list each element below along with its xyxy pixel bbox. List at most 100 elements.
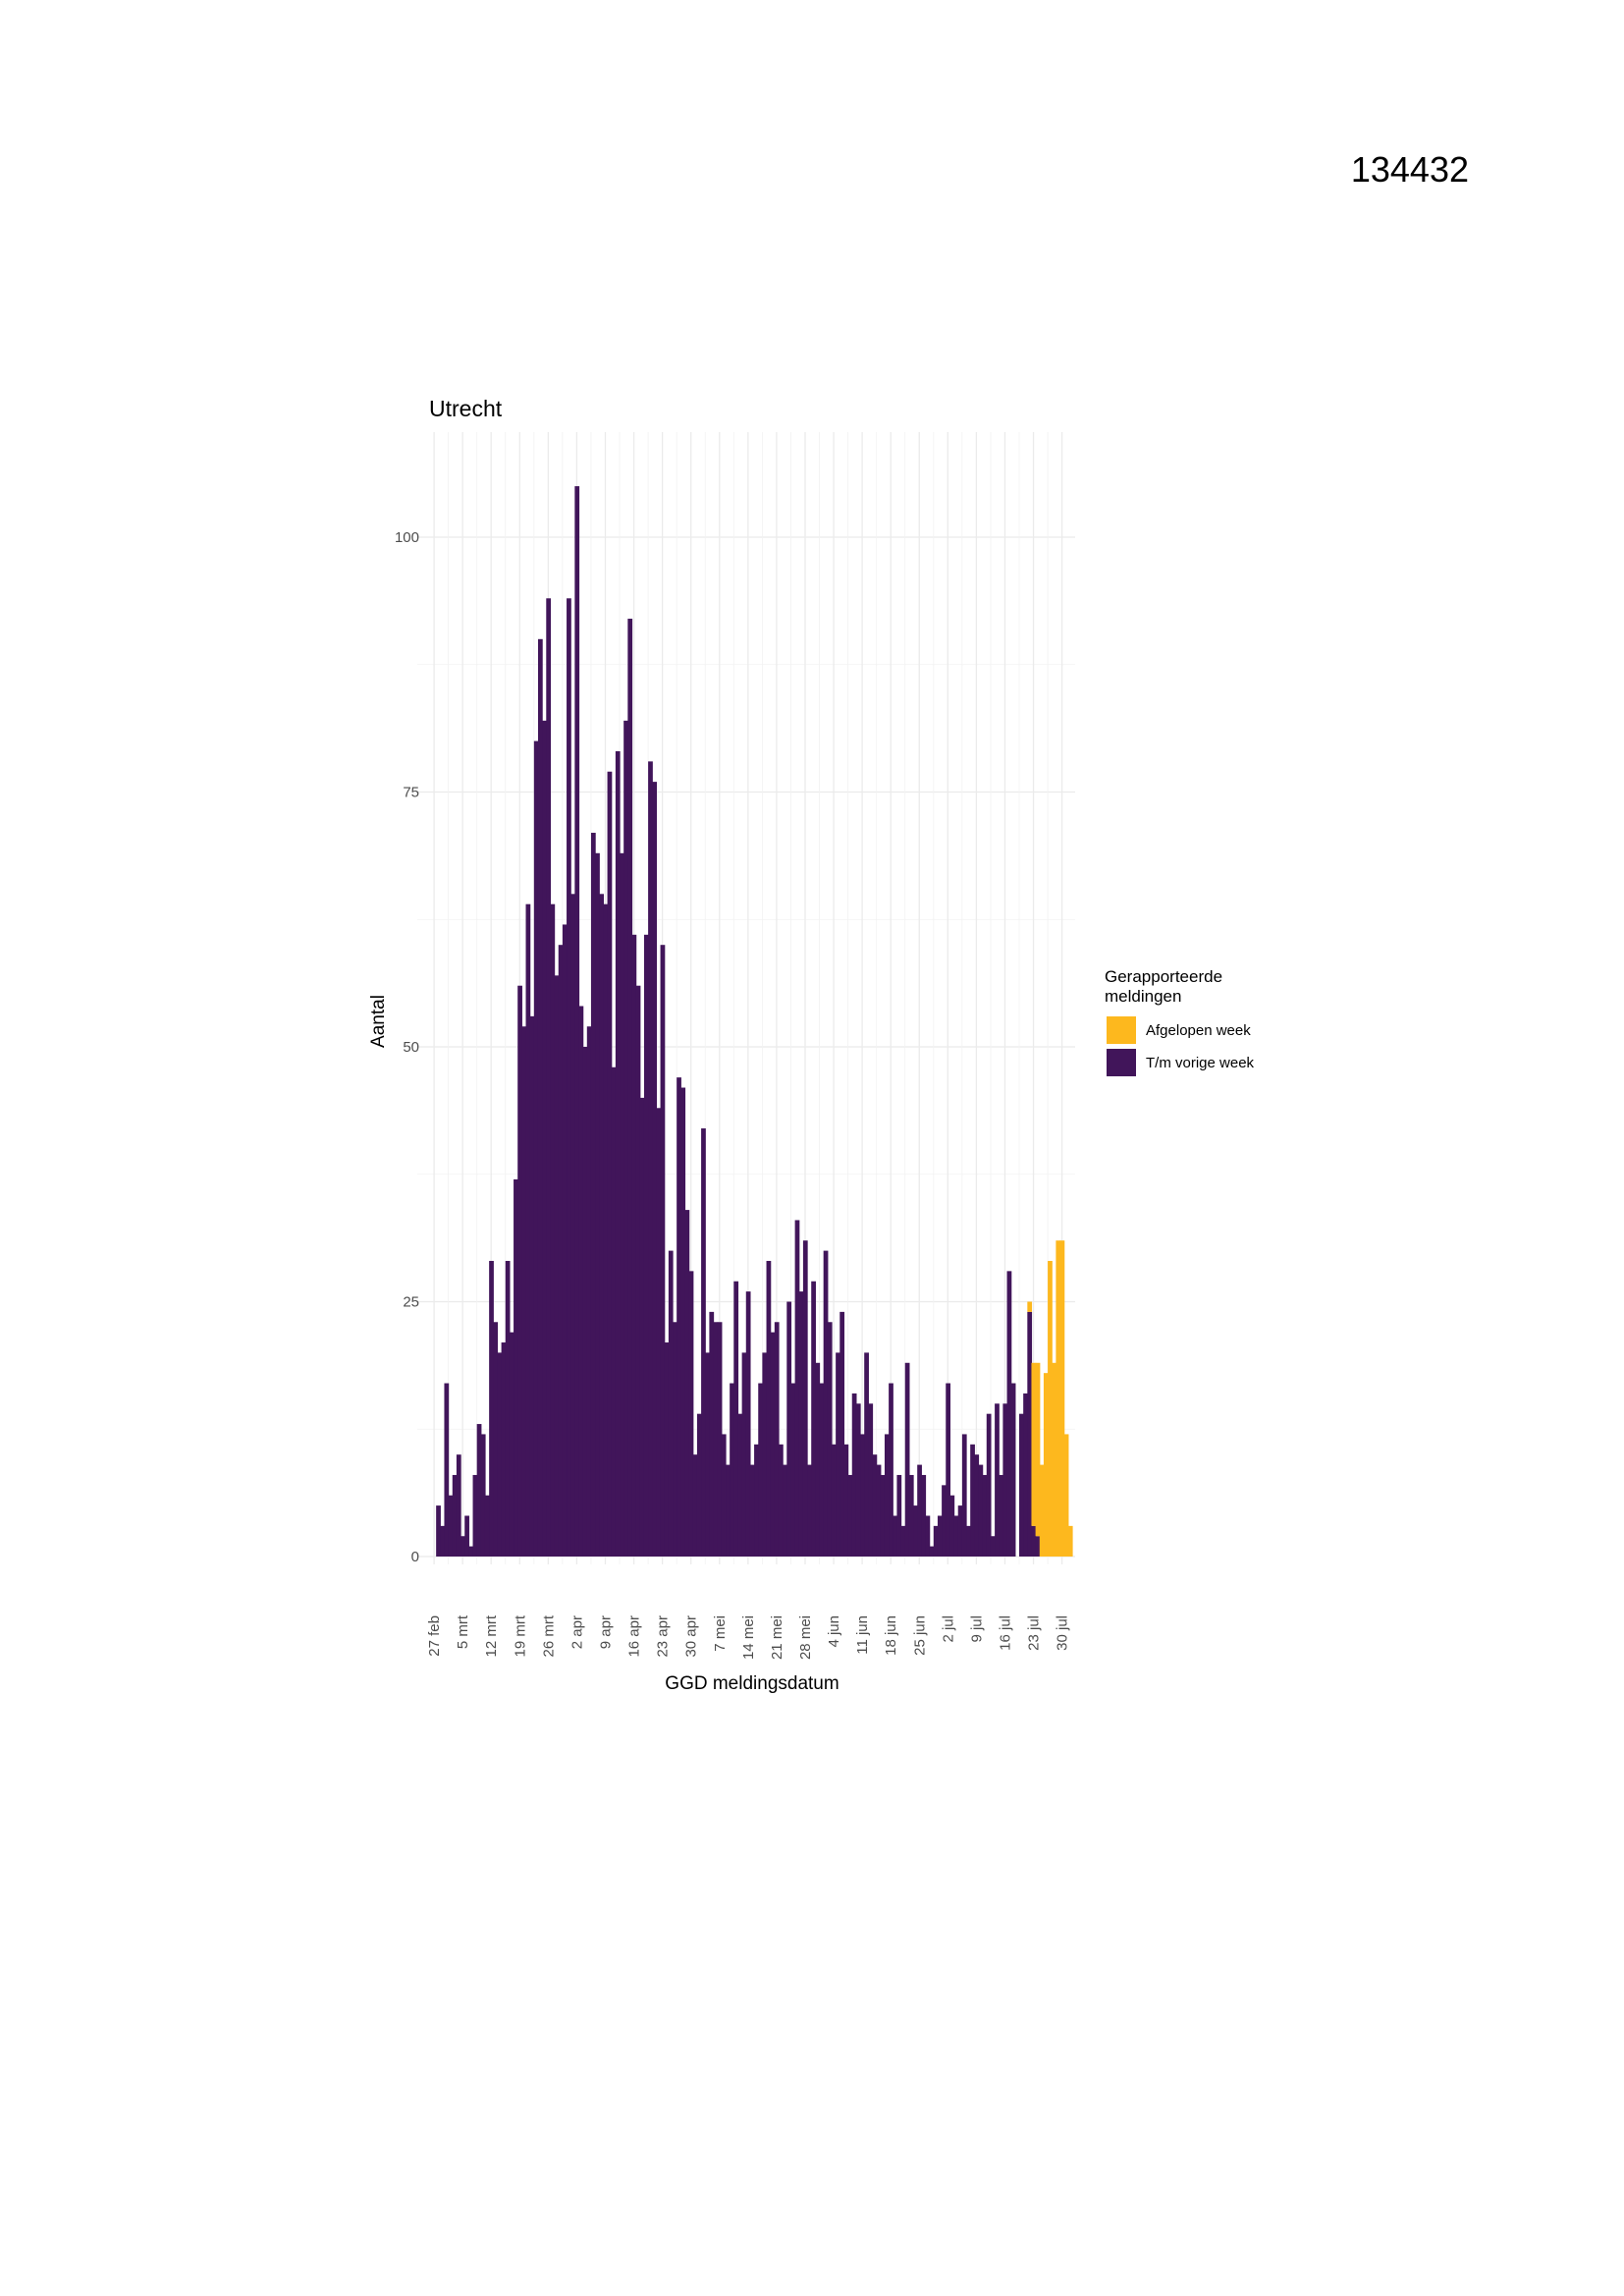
x-tick-label: 14 mei bbox=[740, 1615, 757, 1660]
bar-last-week bbox=[1027, 1301, 1033, 1312]
x-tick-label: 23 apr bbox=[655, 1615, 672, 1658]
legend-swatch bbox=[1107, 1016, 1136, 1044]
bar-previous-weeks bbox=[831, 1444, 837, 1557]
bar-previous-weeks bbox=[794, 1220, 800, 1557]
bar-previous-weeks bbox=[995, 1403, 1000, 1557]
bar-previous-weeks bbox=[1002, 1403, 1008, 1557]
legend-label: T/m vorige week bbox=[1146, 1055, 1255, 1071]
bar-previous-weeks bbox=[953, 1515, 959, 1557]
bar-previous-weeks bbox=[517, 985, 522, 1557]
bar-last-week bbox=[1035, 1362, 1041, 1537]
x-tick-label: 16 jul bbox=[997, 1615, 1013, 1651]
bar-previous-weeks bbox=[961, 1434, 967, 1557]
bar-previous-weeks bbox=[656, 1108, 662, 1557]
bar-previous-weeks bbox=[836, 1352, 840, 1557]
bar-previous-weeks bbox=[550, 903, 556, 1557]
bar-previous-weeks bbox=[599, 894, 605, 1557]
bar-previous-weeks bbox=[668, 1250, 674, 1557]
bar-previous-weeks bbox=[1010, 1383, 1016, 1557]
bar-previous-weeks bbox=[749, 1464, 755, 1557]
bar-previous-weeks bbox=[611, 1066, 617, 1557]
bar-previous-weeks bbox=[855, 1403, 861, 1557]
y-tick-label: 100 bbox=[395, 529, 419, 546]
x-tick-label: 26 mrt bbox=[540, 1614, 557, 1657]
bar-previous-weeks bbox=[533, 740, 539, 1557]
bar-previous-weeks bbox=[913, 1505, 918, 1557]
x-tick-label: 30 apr bbox=[683, 1615, 700, 1658]
y-tick-label: 50 bbox=[403, 1039, 419, 1056]
bar-previous-weeks bbox=[880, 1474, 886, 1557]
bar-previous-weeks bbox=[893, 1515, 898, 1557]
x-tick-label: 2 jul bbox=[940, 1615, 956, 1643]
bar-previous-weeks bbox=[921, 1474, 927, 1557]
bar-previous-weeks bbox=[472, 1474, 478, 1557]
bar-previous-weeks bbox=[660, 945, 666, 1557]
bar-previous-weeks bbox=[1019, 1413, 1024, 1557]
legend-swatch bbox=[1107, 1049, 1136, 1076]
bar-previous-weeks bbox=[758, 1383, 763, 1557]
y-axis-title: Aantal bbox=[368, 995, 389, 1048]
bar-previous-weeks bbox=[1006, 1271, 1012, 1557]
x-tick-label: 21 mei bbox=[769, 1615, 785, 1660]
bar-previous-weeks bbox=[570, 894, 575, 1557]
bar-previous-weeks bbox=[546, 598, 552, 1557]
bar-previous-weeks bbox=[452, 1474, 458, 1557]
bar-previous-weeks bbox=[904, 1362, 910, 1557]
legend: Gerapporteerde meldingen Afgelopen week T/m… bbox=[1105, 967, 1255, 1076]
legend-title: Gerapporteerde meldingen bbox=[1105, 967, 1222, 1006]
bar-previous-weeks bbox=[900, 1525, 906, 1557]
bar-previous-weeks bbox=[476, 1424, 482, 1557]
bar-previous-weeks bbox=[460, 1536, 465, 1557]
bar-last-week bbox=[1059, 1240, 1065, 1557]
bar-previous-weeks bbox=[480, 1434, 486, 1557]
x-tick-label: 4 jun bbox=[826, 1615, 842, 1648]
bar-previous-weeks bbox=[1027, 1311, 1033, 1557]
bar-previous-weeks bbox=[489, 1260, 494, 1557]
bar-previous-weeks bbox=[643, 934, 649, 1557]
bar-previous-weeks bbox=[786, 1301, 792, 1557]
bars bbox=[436, 486, 1073, 1558]
x-tick-label: 19 mrt bbox=[512, 1614, 528, 1657]
bar-previous-weeks bbox=[673, 1322, 677, 1557]
bar-previous-weeks bbox=[1035, 1536, 1041, 1557]
bar-previous-weeks bbox=[501, 1342, 507, 1557]
x-axis-ticks: 27 feb 5 mrt 12 mrt 19 mrt 26 mrt 2 apr 9 apr 1… bbox=[426, 1614, 1071, 1660]
bar-previous-weeks bbox=[896, 1474, 902, 1557]
bar-previous-weeks bbox=[1023, 1393, 1028, 1557]
bar-last-week bbox=[1052, 1362, 1056, 1557]
bar-previous-weeks bbox=[762, 1352, 768, 1557]
bar-previous-weeks bbox=[815, 1362, 821, 1557]
bar-previous-weeks bbox=[554, 975, 560, 1557]
bar-previous-weeks bbox=[468, 1546, 474, 1557]
bar-previous-weeks bbox=[578, 1006, 584, 1557]
bar-previous-weeks bbox=[876, 1464, 882, 1557]
bar-previous-weeks bbox=[790, 1383, 796, 1557]
bar-previous-weeks bbox=[558, 945, 564, 1557]
bar-previous-weeks bbox=[766, 1260, 772, 1557]
bar-previous-weeks bbox=[999, 1474, 1004, 1557]
y-tick-label: 75 bbox=[403, 785, 419, 801]
bar-previous-weeks bbox=[823, 1250, 829, 1557]
bar-previous-weeks bbox=[688, 1271, 694, 1557]
bar-previous-weeks bbox=[802, 1240, 808, 1557]
bar-previous-weeks bbox=[505, 1260, 511, 1557]
bar-previous-weeks bbox=[464, 1515, 469, 1557]
bar-previous-weeks bbox=[713, 1322, 719, 1557]
bar-previous-weeks bbox=[680, 1087, 686, 1557]
bar-previous-weeks bbox=[986, 1413, 992, 1557]
bar-previous-weeks bbox=[574, 486, 580, 1558]
bar-previous-weeks bbox=[582, 1047, 588, 1557]
bar-previous-weeks bbox=[696, 1413, 702, 1557]
bar-previous-weeks bbox=[864, 1352, 869, 1557]
bar-previous-weeks bbox=[847, 1474, 853, 1557]
bar-previous-weeks bbox=[562, 924, 568, 1557]
bar-previous-weeks bbox=[798, 1291, 804, 1557]
bar-previous-weeks bbox=[917, 1464, 922, 1557]
bar-previous-weeks bbox=[807, 1464, 812, 1557]
x-tick-label: 5 mrt bbox=[455, 1614, 471, 1649]
bar-previous-weeks bbox=[705, 1352, 710, 1557]
x-axis-title: GGD meldingsdatum bbox=[665, 1673, 839, 1694]
bar-previous-weeks bbox=[884, 1434, 890, 1557]
bar-previous-weeks bbox=[970, 1444, 975, 1557]
bar-previous-weeks bbox=[639, 1097, 645, 1557]
